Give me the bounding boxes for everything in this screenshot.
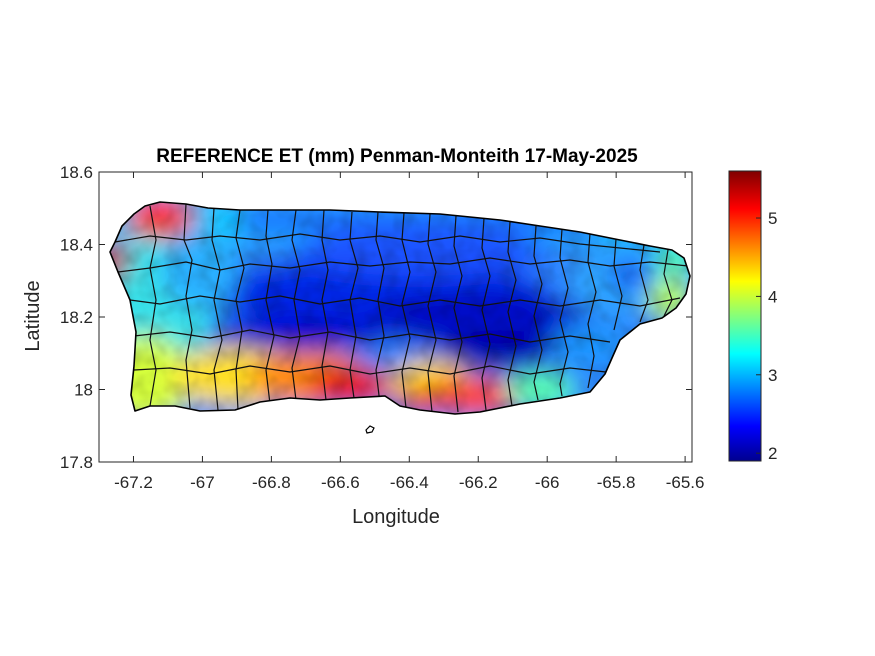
- x-tick-label: -66.8: [252, 473, 291, 492]
- colorbar-tick-label: 4: [768, 287, 777, 306]
- colorbar-tick-label: 2: [768, 444, 777, 463]
- x-tick-label: -66.4: [390, 473, 429, 492]
- islet: [365, 425, 375, 434]
- x-tick-label: -67: [190, 473, 215, 492]
- x-axis-label: Longitude: [352, 506, 440, 528]
- y-tick-label: 18.6: [60, 163, 93, 182]
- x-tick-label: -65.8: [597, 473, 636, 492]
- x-tick-label: -66.6: [321, 473, 360, 492]
- y-axis: 17.8 18 18.2 18.4 18.6: [60, 163, 692, 472]
- colorbar-ticks: 2 3 4 5: [756, 209, 777, 463]
- y-tick-label: 18.4: [60, 236, 93, 255]
- colorbar-gradient: [728, 170, 762, 462]
- y-tick-label: 17.8: [60, 453, 93, 472]
- y-tick-label: 18.2: [60, 308, 93, 327]
- x-tick-label: -65.6: [666, 473, 705, 492]
- x-tick-label: -67.2: [114, 473, 153, 492]
- x-axis: -67.2 -67 -66.8 -66.6 -66.4 -66.2 -66 -65.8 -65.…: [114, 172, 704, 492]
- colorbar-tick-label: 3: [768, 366, 777, 385]
- chart-title: REFERENCE ET (mm) Penman-Monteith 17-May…: [156, 146, 638, 167]
- x-tick-label: -66.2: [459, 473, 498, 492]
- colorbar: 2 3 4 5: [728, 170, 777, 463]
- y-tick-label: 18: [74, 381, 93, 400]
- municipality-boundaries: [114, 203, 689, 413]
- colorbar-tick-label: 5: [768, 209, 777, 228]
- y-axis-label: Latitude: [22, 280, 44, 351]
- x-tick-label: -66: [535, 473, 560, 492]
